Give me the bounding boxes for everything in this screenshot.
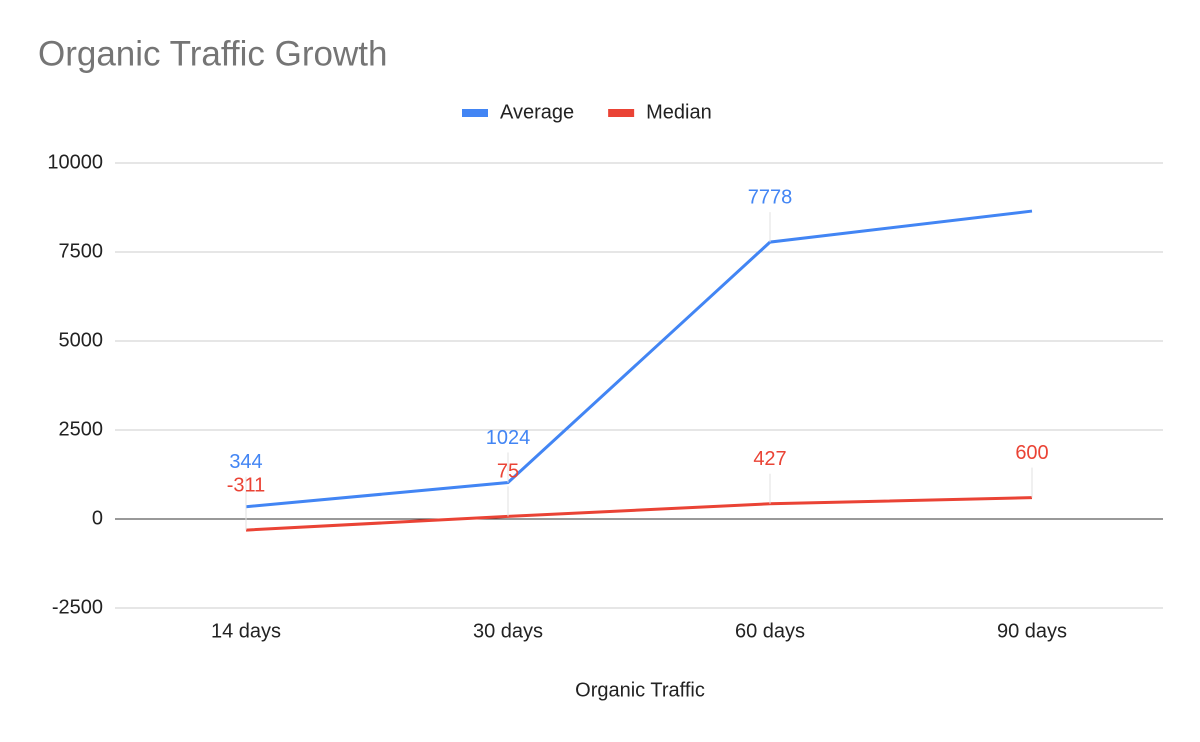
legend-label: Median bbox=[646, 101, 712, 123]
data-label: 7778 bbox=[748, 186, 793, 208]
chart-title: Organic Traffic Growth bbox=[38, 34, 387, 73]
legend-swatch bbox=[462, 109, 488, 117]
series-line bbox=[245, 496, 1033, 532]
y-tick-label: -2500 bbox=[52, 596, 103, 618]
data-label: 344 bbox=[229, 451, 262, 473]
x-tick-label: 30 days bbox=[473, 620, 543, 642]
data-label: 1024 bbox=[486, 427, 531, 449]
data-label: 427 bbox=[753, 448, 786, 470]
legend-label: Average bbox=[500, 101, 574, 123]
data-label: 600 bbox=[1015, 442, 1048, 464]
x-tick-label: 90 days bbox=[997, 620, 1067, 642]
y-tick-label: 5000 bbox=[59, 329, 104, 351]
series-line bbox=[245, 209, 1033, 509]
x-tick-label: 14 days bbox=[211, 620, 281, 642]
legend-swatch bbox=[608, 109, 635, 117]
y-tick-label: 7500 bbox=[59, 240, 104, 262]
y-tick-label: 0 bbox=[92, 507, 103, 529]
data-label: 75 bbox=[497, 461, 519, 483]
x-axis-title: Organic Traffic bbox=[575, 679, 705, 701]
y-tick-label: 10000 bbox=[47, 151, 103, 173]
y-tick-label: 2500 bbox=[59, 418, 104, 440]
x-tick-label: 60 days bbox=[735, 620, 805, 642]
data-label: -311 bbox=[227, 474, 266, 496]
